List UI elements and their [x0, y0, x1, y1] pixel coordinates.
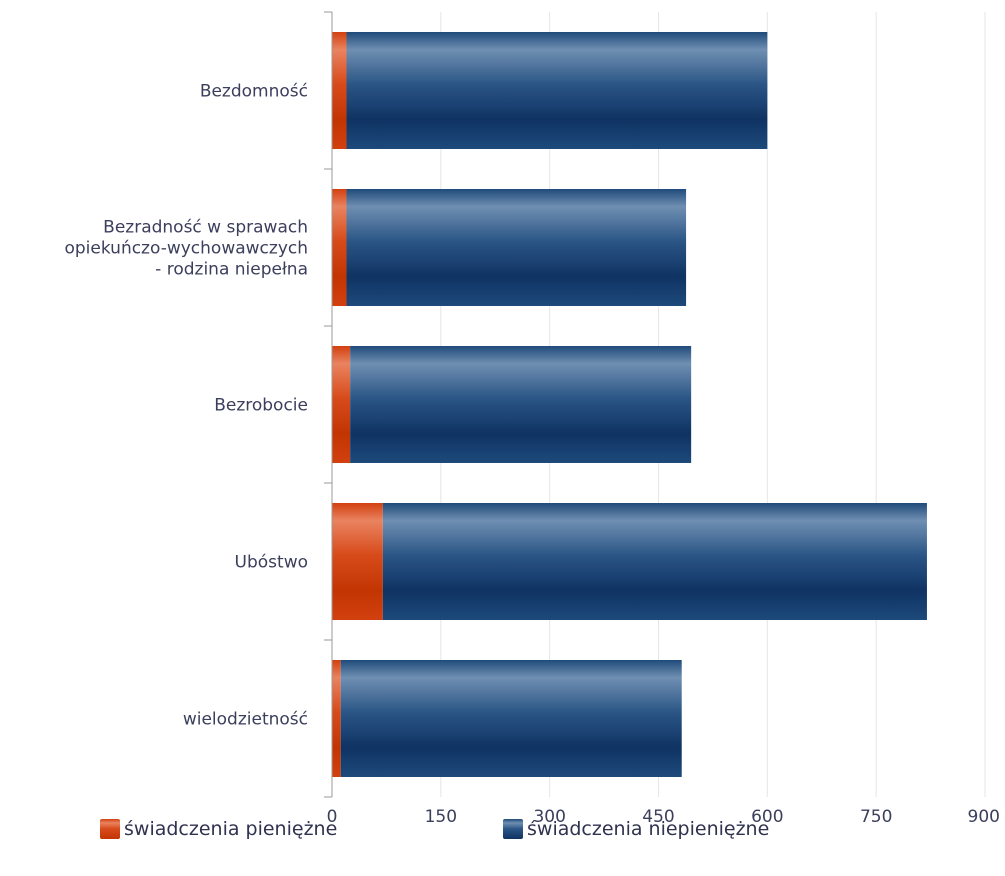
bar-noncash[interactable] — [382, 503, 927, 620]
category-label: - rodzina niepełna — [155, 260, 308, 280]
category-label: wielodzietność — [183, 710, 308, 730]
legend-item-noncash[interactable]: świadczenia niepieniężne — [503, 818, 769, 840]
category-label: Bezdomność — [200, 82, 308, 102]
bar-cash[interactable] — [332, 660, 341, 777]
x-tick-label: 300 — [533, 807, 565, 827]
x-tick-labels: 0 150 300 450 600 750 900 — [327, 807, 1000, 827]
x-tick-label: 750 — [860, 807, 892, 827]
category-label: Bezrobocie — [214, 396, 308, 416]
bar-noncash[interactable] — [340, 660, 682, 777]
legend-item-cash[interactable]: świadczenia pieniężne — [100, 818, 337, 840]
category-label: Bezradność w sprawach — [103, 218, 308, 238]
x-tick-label: 0 — [327, 807, 338, 827]
category-label: opiekuńczo-wychowawczych — [64, 239, 308, 259]
bar-cash[interactable] — [332, 346, 351, 463]
bar-noncash[interactable] — [350, 346, 692, 463]
legend-label-noncash: świadczenia niepieniężne — [527, 818, 770, 840]
bar-noncash[interactable] — [346, 189, 687, 306]
legend-swatch-cash — [100, 819, 120, 839]
axes — [324, 11, 333, 798]
category-labels: Bezdomność Bezradność w sprawachopiekuńcz… — [64, 82, 308, 730]
x-tick-label: 450 — [642, 807, 674, 827]
legend: świadczenia pieniężne świadczenia niepie… — [0, 818, 1005, 858]
bar-cash[interactable] — [332, 503, 383, 620]
bar-cash[interactable] — [332, 189, 347, 306]
x-tick-label: 600 — [751, 807, 783, 827]
legend-label-cash: świadczenia pieniężne — [124, 818, 338, 840]
legend-swatch-noncash — [503, 819, 523, 839]
x-tick-label: 150 — [425, 807, 457, 827]
bars — [332, 32, 927, 777]
bar-noncash[interactable] — [346, 32, 768, 149]
bar-cash[interactable] — [332, 32, 347, 149]
x-tick-label: 900 — [968, 807, 1000, 827]
category-label: Ubóstwo — [235, 553, 308, 573]
